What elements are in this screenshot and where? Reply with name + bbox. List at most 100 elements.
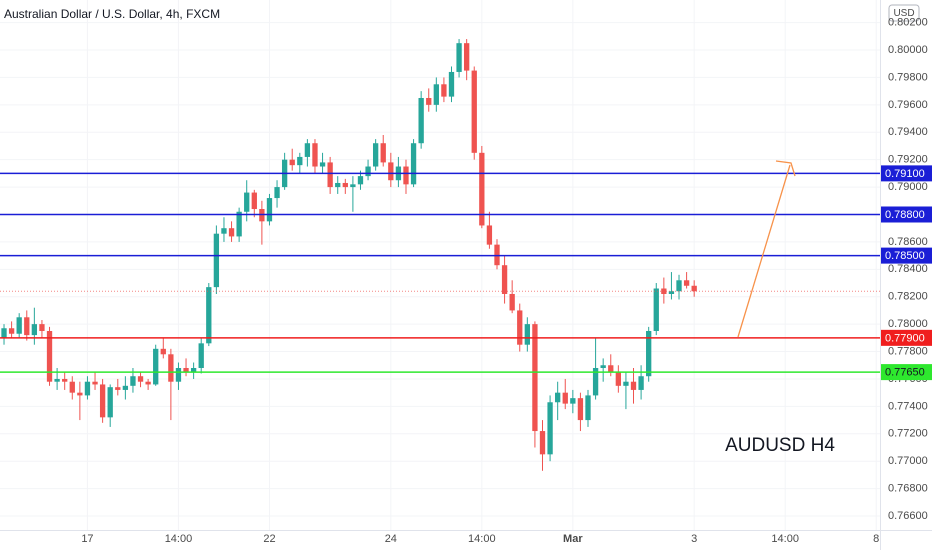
candle-body <box>31 324 38 336</box>
candle-body <box>630 381 637 390</box>
candle-body <box>39 324 45 331</box>
candle-body <box>433 84 439 105</box>
candle-body <box>517 310 523 345</box>
candle-body <box>418 97 424 144</box>
y-tick-label: 0.79800 <box>888 71 928 83</box>
level-badge <box>881 329 932 346</box>
y-tick-label: 0.78400 <box>888 263 928 275</box>
y-tick-label: 0.76800 <box>888 483 928 495</box>
level-badge <box>881 206 932 223</box>
candle-body <box>62 378 68 382</box>
candle-body <box>577 398 584 421</box>
currency-label[interactable]: USD <box>893 8 914 19</box>
candle-body <box>175 367 182 382</box>
candle-body <box>562 392 568 404</box>
candle-body <box>683 280 690 286</box>
x-tick-label: 24 <box>385 533 397 545</box>
candle-body <box>501 265 508 294</box>
currency-box[interactable] <box>888 4 920 22</box>
y-tick-label: 0.76600 <box>888 510 928 522</box>
candle-body <box>539 431 546 455</box>
annotation: AUDUSD H4 <box>725 435 835 456</box>
candle-body <box>668 291 675 294</box>
chart-title: Australian Dollar / U.S. Dollar, 4h, FXC… <box>4 7 220 21</box>
candle-body <box>198 343 204 368</box>
candle-body <box>77 392 83 396</box>
x-tick-label: 14:00 <box>771 533 799 545</box>
x-tick-label: 14:00 <box>468 533 496 545</box>
x-tick-label: 22 <box>263 533 275 545</box>
y-tick-label: 0.78200 <box>888 291 928 303</box>
candle-body <box>251 192 257 210</box>
level-label: 0.78800 <box>885 209 925 221</box>
candle-body <box>92 381 98 385</box>
y-tick-label: 0.80200 <box>888 17 928 29</box>
candle-body <box>410 143 417 185</box>
candle-body <box>69 381 75 393</box>
candle-body <box>327 162 333 188</box>
candle-body <box>646 330 652 377</box>
candle-body <box>600 365 606 368</box>
candle-body <box>479 152 485 226</box>
candle-body <box>365 166 371 177</box>
level-badge <box>881 364 932 381</box>
candle-body <box>130 376 136 386</box>
candle-body <box>24 317 30 336</box>
candle-body <box>555 392 561 403</box>
candle-body <box>221 228 227 234</box>
y-tick-label: 0.77800 <box>888 345 928 357</box>
candle-body <box>388 162 394 181</box>
candle-body <box>54 378 60 382</box>
x-tick-label: 17 <box>81 533 93 545</box>
y-tick-label: 0.78600 <box>888 236 928 248</box>
candle-body <box>99 384 106 418</box>
x-tick-label: 3 <box>691 533 697 545</box>
candle-body <box>1 328 7 338</box>
candle-body <box>592 367 599 396</box>
level-badge <box>881 165 932 182</box>
candle-body <box>8 328 15 334</box>
candle-body <box>464 43 470 71</box>
candle-body <box>350 184 356 188</box>
candle-body <box>274 187 280 199</box>
x-tick-label: 8 <box>873 533 879 545</box>
candle-body <box>153 348 159 385</box>
y-tick-label: 0.79600 <box>888 99 928 111</box>
y-tick-label: 0.77400 <box>888 400 928 412</box>
candle-body <box>312 143 318 167</box>
candle-body <box>357 176 364 185</box>
candle-body <box>471 70 477 153</box>
candle-body <box>107 387 113 418</box>
candle-body <box>524 324 530 345</box>
level-label: 0.79100 <box>885 168 925 180</box>
candle-body <box>653 288 659 331</box>
y-tick-label: 0.78000 <box>888 318 928 330</box>
candle-body <box>608 365 614 373</box>
candle-body <box>585 395 591 421</box>
x-tick-label: 14:00 <box>165 533 193 545</box>
x-tick-label: Mar <box>563 533 583 545</box>
y-tick-label: 0.80000 <box>888 44 928 56</box>
candle-body <box>342 182 348 188</box>
level-badge <box>881 247 932 264</box>
candle-body <box>145 381 151 385</box>
level-label: 0.78500 <box>885 250 925 262</box>
candle-body <box>244 192 250 212</box>
candle-body <box>638 376 644 390</box>
y-tick-label: 0.79200 <box>888 154 928 166</box>
candle-body <box>623 381 629 386</box>
level-label: 0.77900 <box>885 332 925 344</box>
candle-body <box>441 84 447 97</box>
candle-body <box>456 43 462 72</box>
arrow <box>737 160 796 338</box>
candle-body <box>547 402 553 455</box>
candle-body <box>183 367 189 373</box>
candle-body <box>122 385 129 390</box>
candle-body <box>676 280 682 292</box>
candle-body <box>380 143 386 163</box>
candle-body <box>16 317 22 334</box>
candle-body <box>335 182 341 188</box>
candle-body <box>570 398 576 404</box>
